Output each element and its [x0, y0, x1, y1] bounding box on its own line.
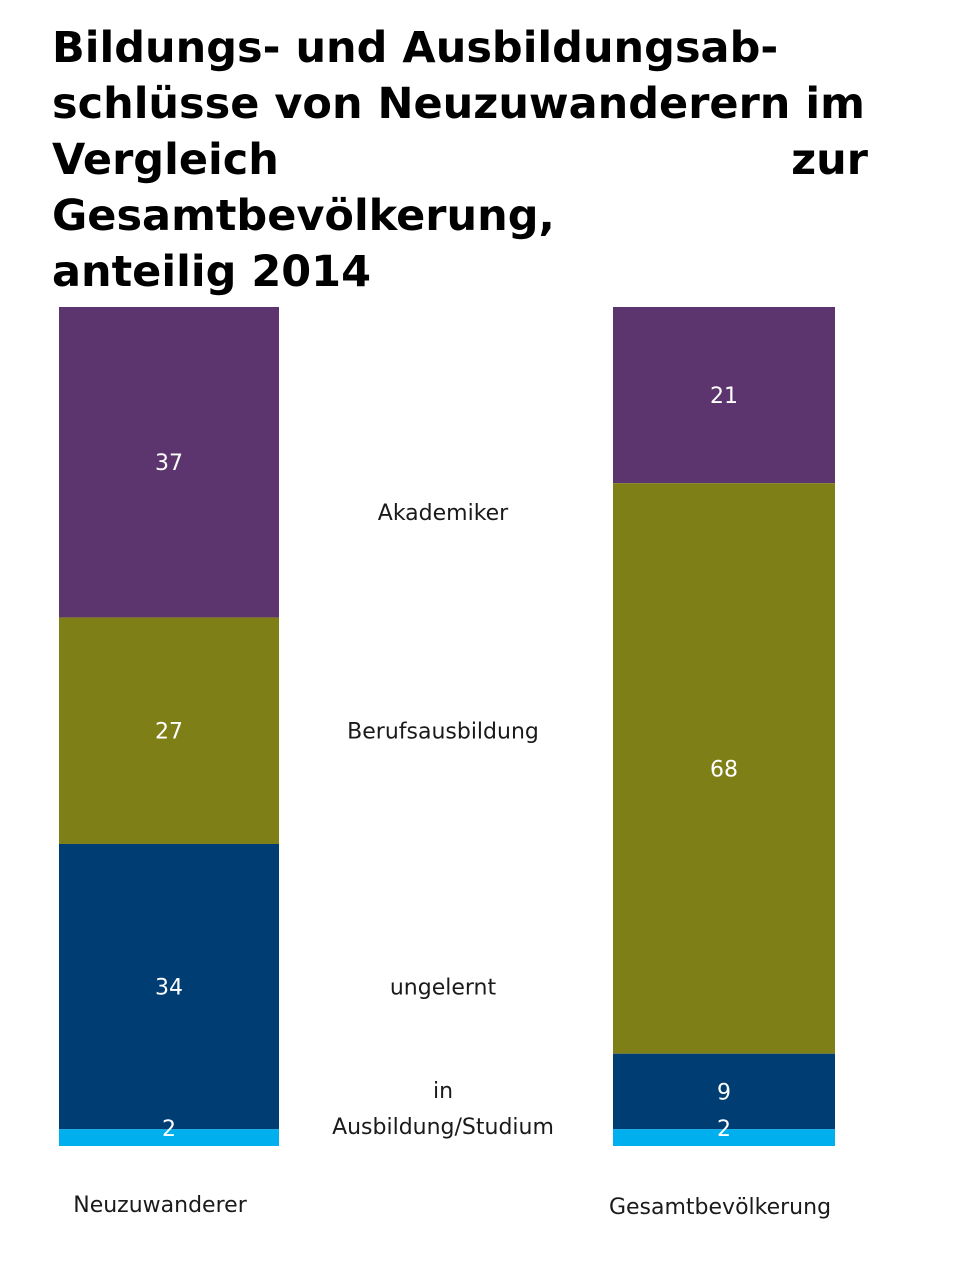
value-label-neuzuwanderer-in-ausbildung-studium: 2: [162, 1117, 176, 1142]
value-label-neuzuwanderer-ungelernt: 34: [155, 976, 183, 1001]
value-labels: 37 27 34 2 21 68 9 2: [155, 384, 738, 1142]
bar-group: [59, 307, 835, 1146]
title-line-3: Vergleich zur Gesamtbevölkerung,: [52, 135, 868, 241]
bar-neuzuwanderer-in-ausbildung-studium: [59, 1129, 279, 1146]
bar-neuzuwanderer-akademiker: [59, 307, 279, 618]
series-labels: Akademiker Berufsausbildung ungelernt in Aus…: [332, 501, 554, 1140]
series-label-in-ausbildung-studium-line-1: in: [433, 1079, 453, 1104]
category-label-gesamtbev-lkerung: Gesamtbevölkerung: [609, 1195, 831, 1220]
value-label-neuzuwanderer-berufsausbildung: 27: [155, 720, 183, 745]
category-labels: Neuzuwanderer Gesamtbevölkerung: [73, 1193, 831, 1220]
title-line-4: anteilig 2014: [52, 247, 371, 297]
series-label-ungelernt-line-1: ungelernt: [390, 976, 497, 1001]
bar-gesamtbev-lkerung-akademiker: [613, 307, 835, 484]
bar-gesamtbev-lkerung-ungelernt: [613, 1053, 835, 1130]
series-label-akademiker-line-1: Akademiker: [378, 501, 509, 526]
value-label-gesamtbev-lkerung-berufsausbildung: 68: [710, 757, 738, 782]
title-line-1: Bildungs- und Ausbildungsab-: [52, 23, 779, 73]
value-label-neuzuwanderer-akademiker: 37: [155, 451, 183, 476]
bar-gesamtbev-lkerung-berufsausbildung: [613, 483, 835, 1054]
category-label-neuzuwanderer: Neuzuwanderer: [73, 1193, 247, 1218]
value-label-gesamtbev-lkerung-in-ausbildung-studium: 2: [717, 1117, 731, 1142]
bar-gesamtbev-lkerung-in-ausbildung-studium: [613, 1129, 835, 1146]
value-label-gesamtbev-lkerung-akademiker: 21: [710, 384, 738, 409]
series-label-in-ausbildung-studium-line-2: Ausbildung/Studium: [332, 1115, 554, 1140]
series-label-berufsausbildung-line-1: Berufsausbildung: [347, 720, 539, 745]
chart-title: Bildungs- und Ausbildungsab- schlüsse vo…: [52, 20, 868, 300]
title-line-2: schlüsse von Neuzuwanderern im: [52, 79, 865, 129]
bar-neuzuwanderer-berufsausbildung: [59, 617, 279, 844]
value-label-gesamtbev-lkerung-ungelernt: 9: [717, 1080, 731, 1105]
bar-neuzuwanderer-ungelernt: [59, 843, 279, 1130]
